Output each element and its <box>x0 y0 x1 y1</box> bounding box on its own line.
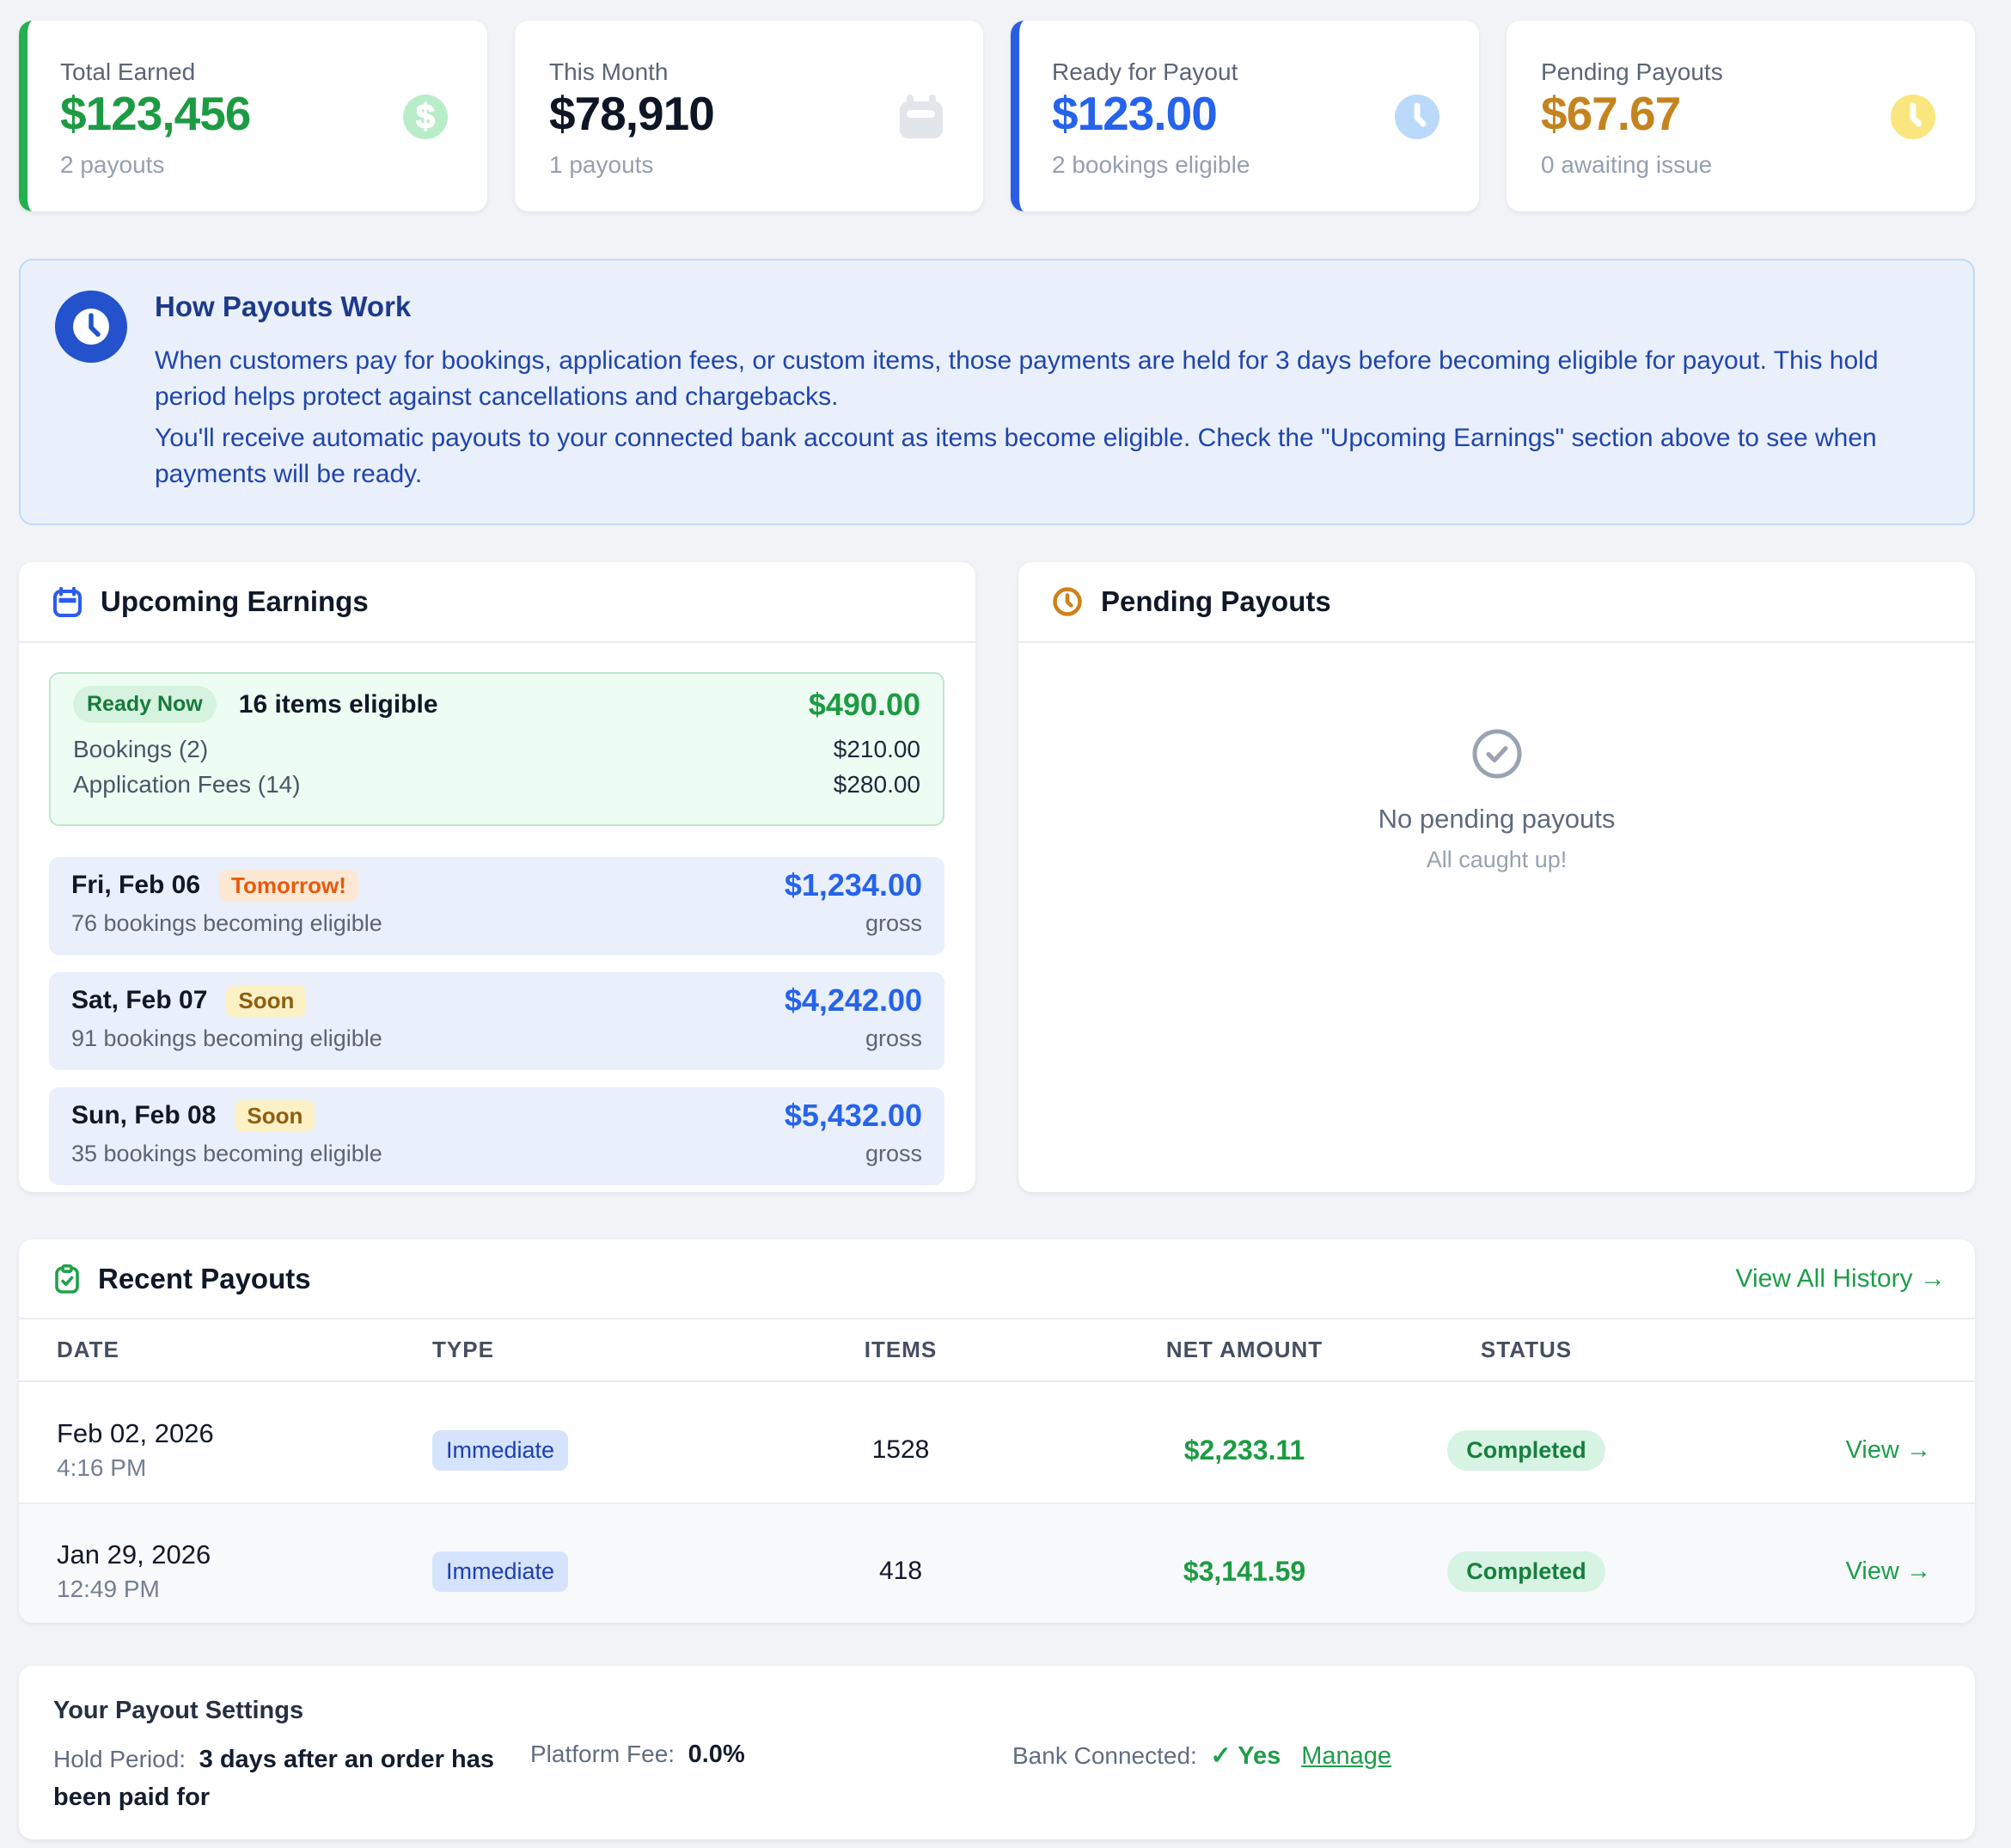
svg-text:$: $ <box>416 98 435 136</box>
